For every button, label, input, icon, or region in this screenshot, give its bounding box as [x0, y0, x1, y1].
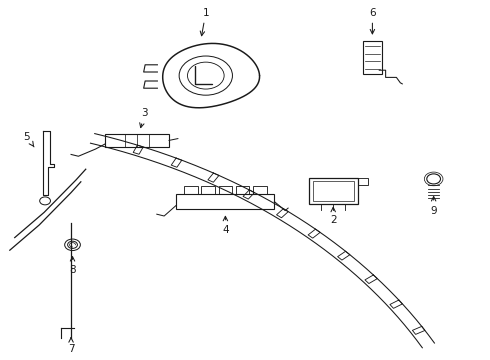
- Bar: [236, 186, 249, 194]
- Text: 5: 5: [24, 132, 34, 147]
- Text: 2: 2: [330, 207, 337, 225]
- Bar: [363, 41, 382, 74]
- Bar: [176, 194, 274, 209]
- Text: 9: 9: [430, 197, 437, 216]
- Text: 1: 1: [200, 8, 209, 36]
- Bar: [313, 181, 354, 201]
- Bar: [219, 186, 232, 194]
- Bar: [253, 186, 267, 194]
- Text: 4: 4: [222, 216, 229, 235]
- Bar: [184, 186, 198, 194]
- Bar: [358, 178, 368, 185]
- Text: 3: 3: [140, 108, 148, 127]
- Bar: [105, 134, 169, 147]
- Bar: [309, 178, 358, 204]
- Text: 8: 8: [69, 257, 76, 275]
- Bar: [201, 186, 215, 194]
- Text: 6: 6: [369, 8, 376, 34]
- Text: 7: 7: [68, 338, 74, 354]
